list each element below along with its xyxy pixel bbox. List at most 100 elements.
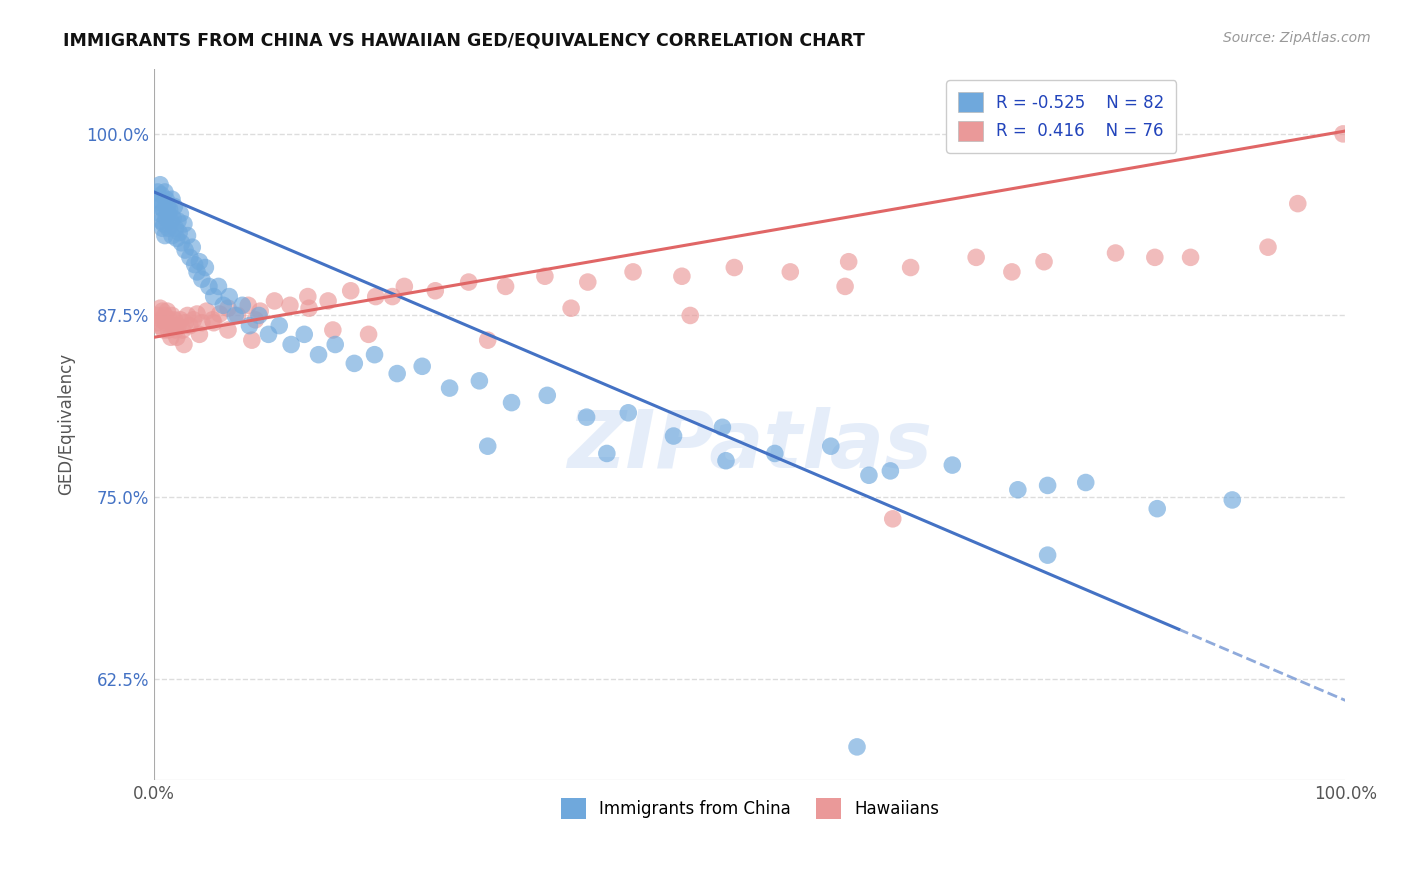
Point — [176, 309, 198, 323]
Point — [172, 323, 194, 337]
Point — [179, 251, 201, 265]
Point — [188, 254, 211, 268]
Point — [1286, 196, 1309, 211]
Point — [1257, 240, 1279, 254]
Point — [149, 301, 172, 316]
Point — [201, 313, 224, 327]
Point — [163, 313, 186, 327]
Point — [1143, 251, 1166, 265]
Point — [183, 258, 205, 272]
Point — [576, 275, 599, 289]
Point — [145, 192, 167, 206]
Point — [322, 323, 344, 337]
Point — [621, 265, 644, 279]
Point — [218, 289, 240, 303]
Point — [149, 207, 172, 221]
Point — [146, 309, 169, 323]
Point — [575, 410, 598, 425]
Point — [1146, 501, 1168, 516]
Point — [1036, 548, 1059, 562]
Point — [191, 272, 214, 286]
Point — [617, 406, 640, 420]
Point — [723, 260, 745, 275]
Point — [160, 228, 183, 243]
Point — [165, 323, 187, 337]
Point — [357, 327, 380, 342]
Point — [156, 304, 179, 318]
Point — [155, 211, 177, 226]
Point — [1036, 478, 1059, 492]
Point — [207, 279, 229, 293]
Point — [495, 279, 517, 293]
Point — [149, 178, 172, 192]
Point — [166, 231, 188, 245]
Point — [146, 185, 169, 199]
Point — [292, 327, 315, 342]
Point — [501, 395, 523, 409]
Point — [162, 318, 184, 333]
Point — [165, 221, 187, 235]
Text: IMMIGRANTS FROM CHINA VS HAWAIIAN GED/EQUIVALENCY CORRELATION CHART: IMMIGRANTS FROM CHINA VS HAWAIIAN GED/EQ… — [63, 31, 865, 49]
Text: Source: ZipAtlas.com: Source: ZipAtlas.com — [1223, 31, 1371, 45]
Point — [195, 304, 218, 318]
Point — [179, 318, 201, 333]
Point — [662, 429, 685, 443]
Point — [316, 293, 339, 308]
Point — [439, 381, 461, 395]
Point — [169, 313, 191, 327]
Point — [965, 251, 987, 265]
Point — [188, 327, 211, 342]
Point — [231, 298, 253, 312]
Point — [162, 211, 184, 226]
Point — [425, 284, 447, 298]
Point — [343, 356, 366, 370]
Point — [224, 309, 246, 323]
Point — [394, 279, 416, 293]
Point — [477, 333, 499, 347]
Point — [240, 333, 263, 347]
Text: ZIPatlas: ZIPatlas — [567, 407, 932, 484]
Point — [208, 307, 231, 321]
Point — [714, 454, 737, 468]
Point — [150, 187, 173, 202]
Point — [148, 318, 170, 333]
Point — [1007, 483, 1029, 497]
Point — [217, 301, 239, 316]
Point — [160, 214, 183, 228]
Point — [174, 316, 197, 330]
Point — [191, 316, 214, 330]
Point — [169, 207, 191, 221]
Point — [152, 196, 174, 211]
Point — [1033, 254, 1056, 268]
Point — [364, 289, 387, 303]
Point — [152, 202, 174, 217]
Point — [202, 289, 225, 303]
Point — [226, 309, 249, 323]
Point — [263, 293, 285, 308]
Point — [157, 207, 180, 221]
Point — [1220, 492, 1243, 507]
Point — [173, 337, 195, 351]
Point — [596, 446, 619, 460]
Point — [212, 298, 235, 312]
Point — [173, 217, 195, 231]
Point — [160, 309, 183, 323]
Point — [186, 265, 208, 279]
Point — [247, 309, 270, 323]
Point — [711, 420, 734, 434]
Point — [468, 374, 491, 388]
Point — [163, 200, 186, 214]
Legend: Immigrants from China, Hawaiians: Immigrants from China, Hawaiians — [554, 792, 946, 825]
Point — [671, 269, 693, 284]
Point — [269, 318, 291, 333]
Point — [381, 289, 404, 303]
Point — [1001, 265, 1024, 279]
Point — [152, 323, 174, 337]
Point — [152, 304, 174, 318]
Point — [363, 348, 385, 362]
Point — [1180, 251, 1202, 265]
Point — [176, 228, 198, 243]
Point — [834, 279, 856, 293]
Point — [238, 298, 260, 312]
Point — [536, 388, 558, 402]
